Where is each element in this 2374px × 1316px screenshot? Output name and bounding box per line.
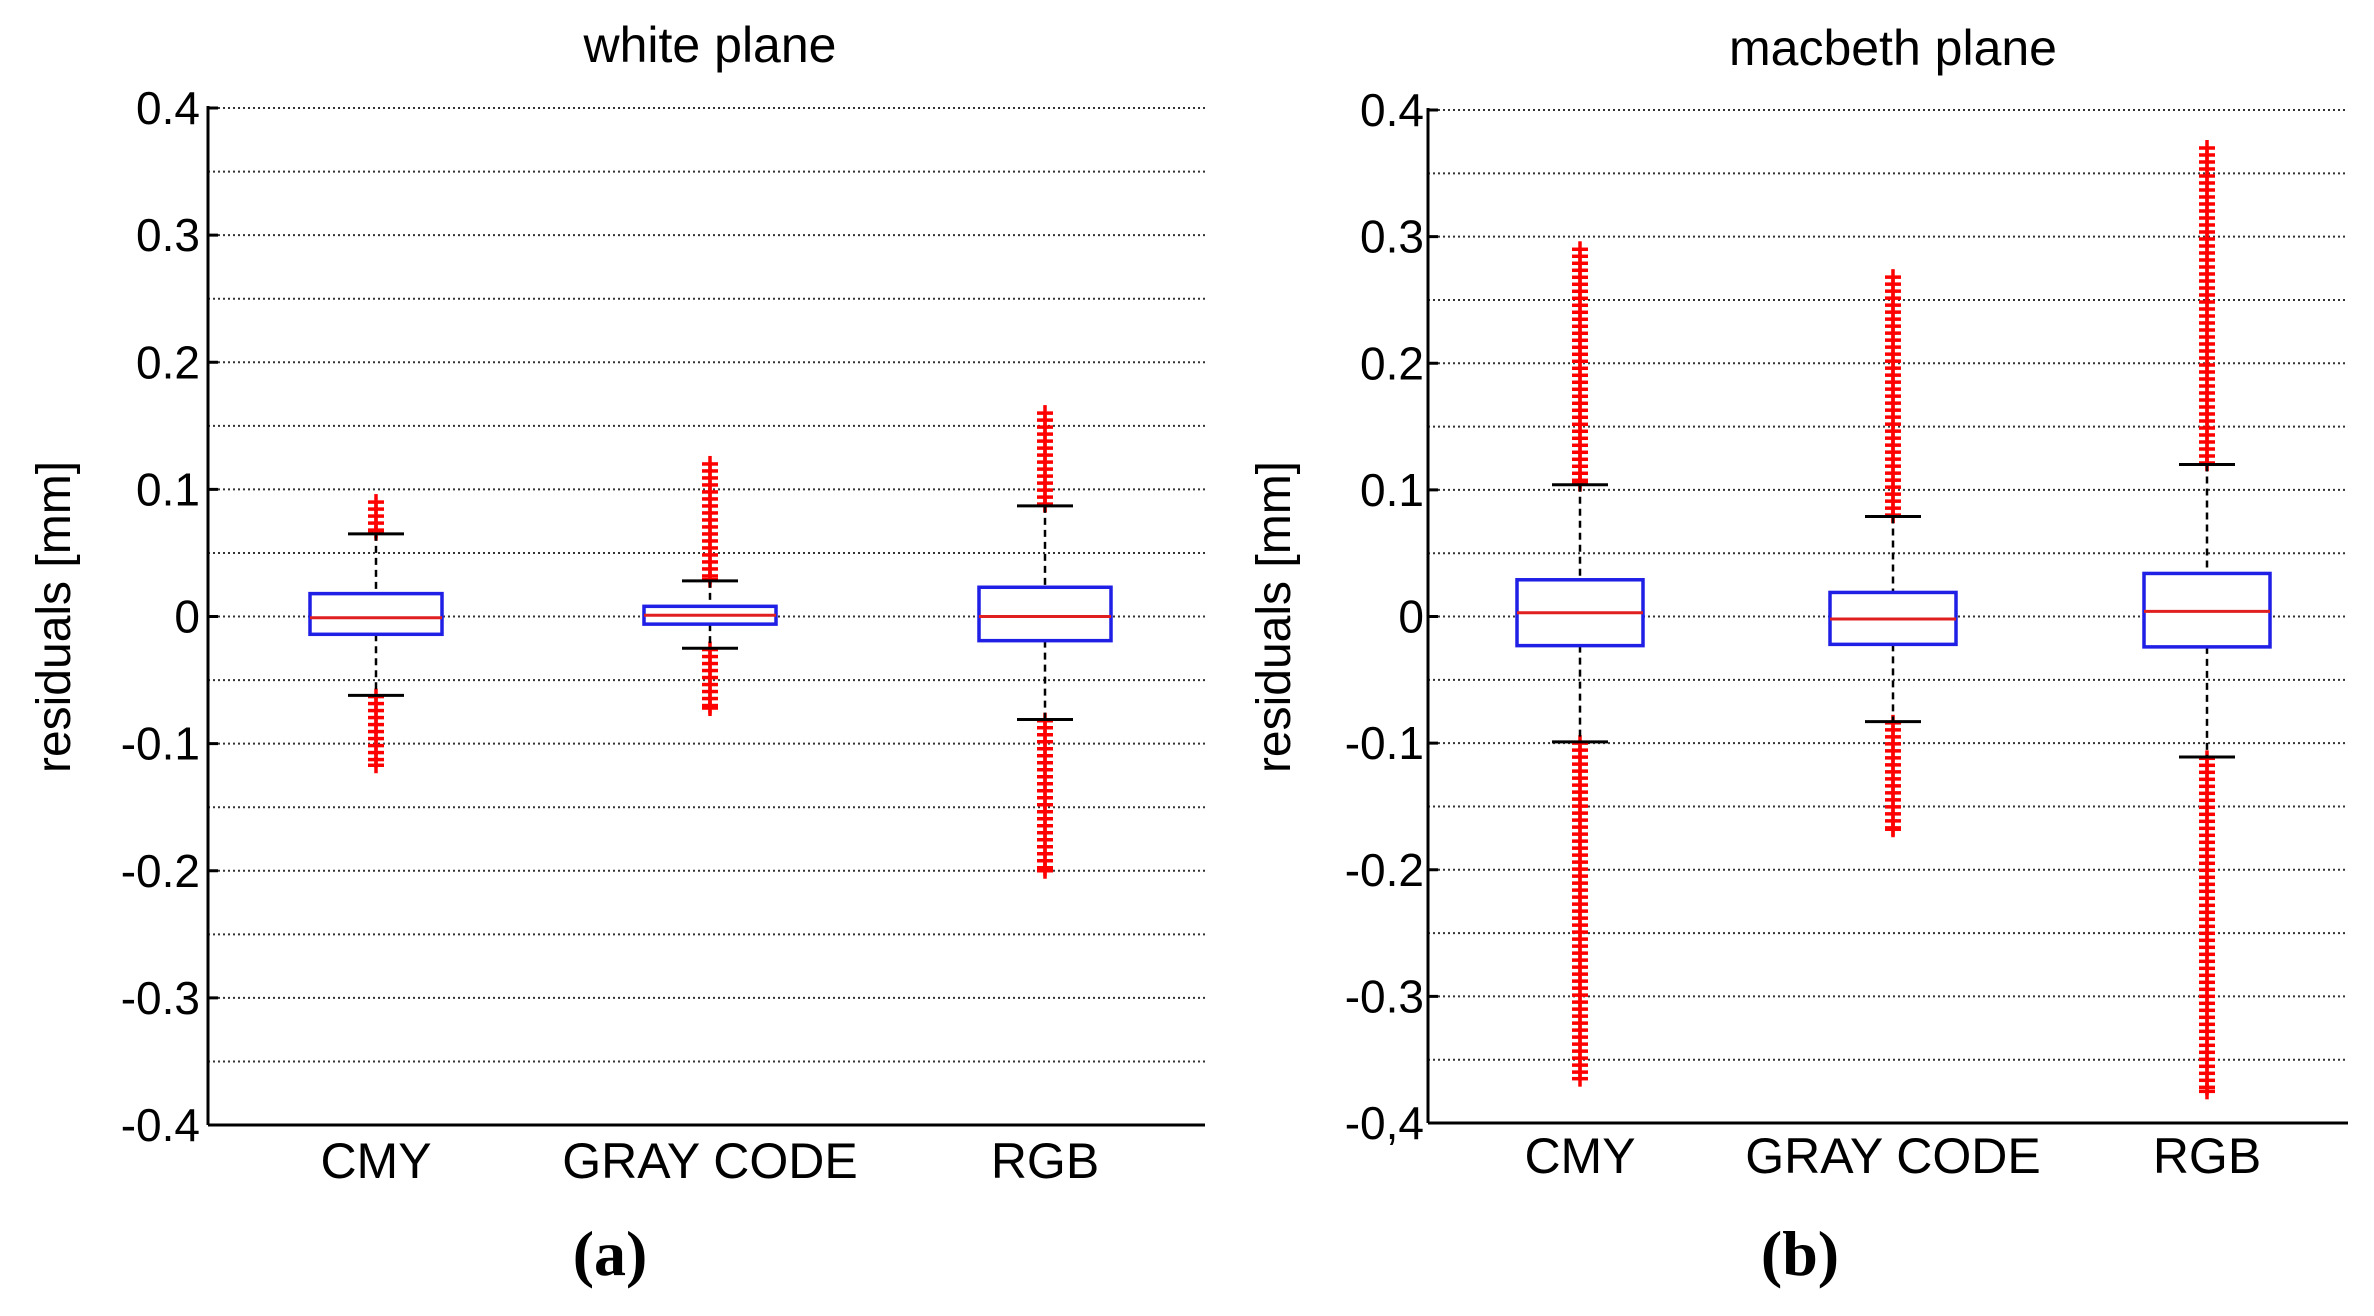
box-rgb (2142, 139, 2272, 1100)
y-tick-label: 0.2 (136, 336, 200, 388)
category-label: RGB (991, 1133, 1099, 1189)
y-tick-label: 0.3 (136, 209, 200, 261)
y-tick-label: 0 (1398, 591, 1424, 643)
y-tick-label: -0.3 (1345, 970, 1424, 1022)
y-tick-label: 0.4 (136, 82, 200, 134)
y-tick-label: 0.1 (136, 463, 200, 515)
category-label: CMY (320, 1133, 431, 1189)
y-axis-label: residuals [mm] (28, 461, 81, 773)
panel-label: (a) (573, 1218, 648, 1289)
y-tick-label: -0.1 (121, 718, 200, 770)
box-rgb (977, 405, 1113, 879)
category-label: RGB (2153, 1128, 2261, 1184)
category-label: GRAY CODE (1745, 1128, 2040, 1184)
box-cmy (1515, 241, 1645, 1087)
y-tick-label: -0,4 (1345, 1097, 1424, 1149)
box-gray-code (1828, 269, 1958, 838)
panel-label: (b) (1761, 1218, 1839, 1289)
y-tick-label: -0.4 (121, 1099, 200, 1151)
chart-panel-b: -0,4 -0.3 -0.2 -0.1 0 0.1 0.2 0.3 0.4 macbeth pla… (1248, 20, 2348, 1289)
y-tick-label: 0 (174, 591, 200, 643)
chart-title: white plane (583, 17, 837, 73)
box-gray-code (642, 455, 778, 717)
y-tick-label: 0.1 (1360, 464, 1424, 516)
chart-panel-a: -0.4 -0.3 -0.2 -0.1 0 0.1 0.2 0.3 0.4 white plane… (28, 17, 1205, 1289)
y-tick-label: 0.3 (1360, 211, 1424, 263)
chart-title: macbeth plane (1729, 20, 2057, 76)
y-tick-label: -0.1 (1345, 717, 1424, 769)
y-tick-label: -0.2 (121, 845, 200, 897)
iqr-box (977, 585, 1113, 643)
iqr-box (308, 591, 444, 637)
y-tick-label: 0.4 (1360, 84, 1424, 136)
box-cmy (308, 494, 444, 774)
category-label: CMY (1524, 1128, 1635, 1184)
category-label: GRAY CODE (562, 1133, 857, 1189)
y-axis-label: residuals [mm] (1248, 461, 1301, 773)
y-tick-label: -0.2 (1345, 844, 1424, 896)
y-tick-label: 0.2 (1360, 337, 1424, 389)
y-tick-label: -0.3 (121, 972, 200, 1024)
